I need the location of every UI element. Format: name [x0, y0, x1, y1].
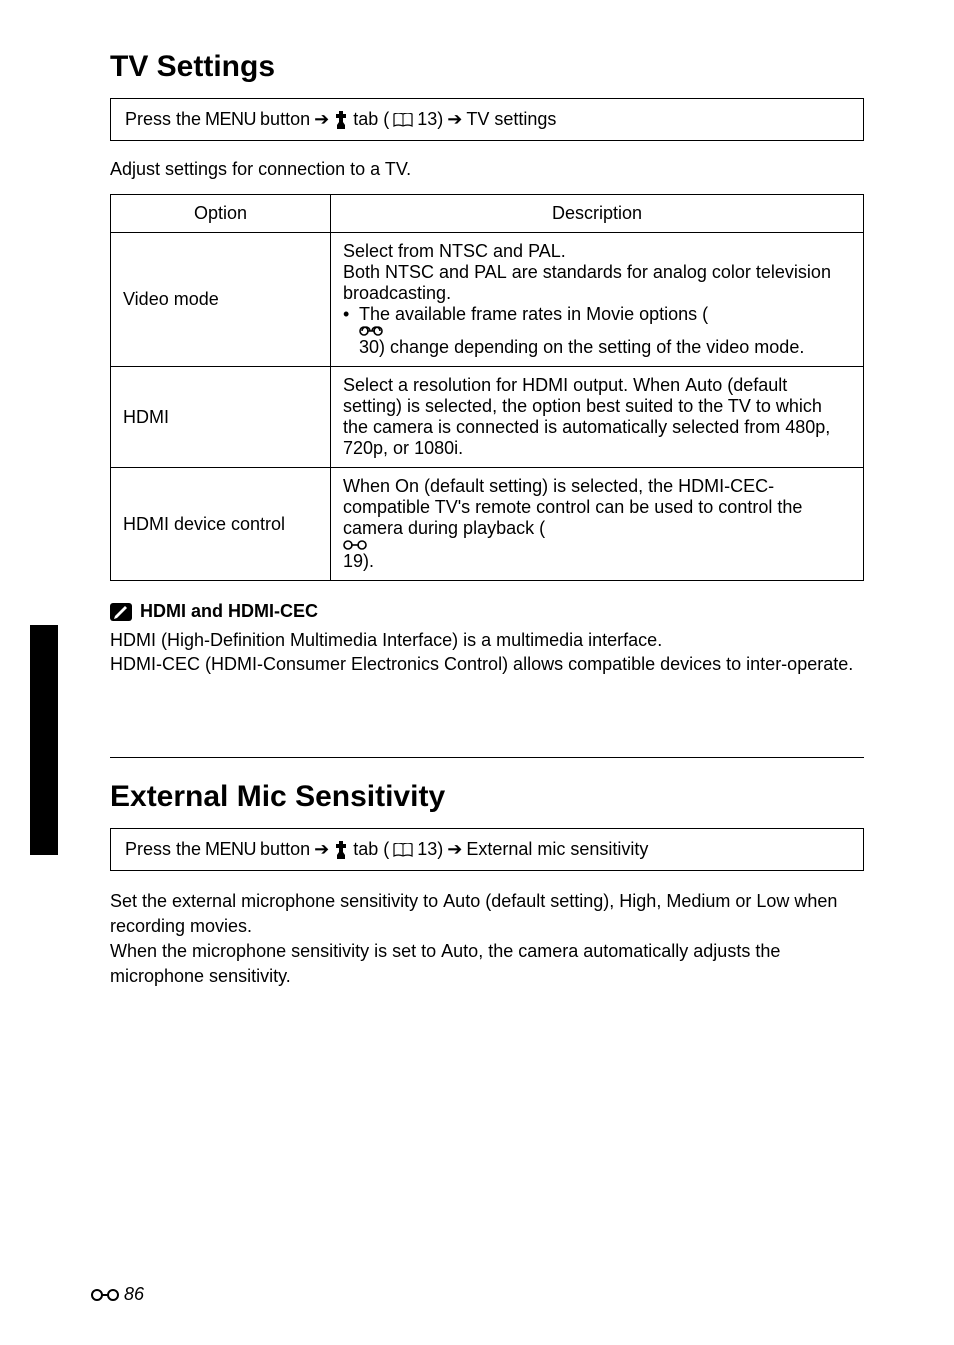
ext-press-line: Press the MENU button ➔ tab ( 13) ➔ Exte…	[110, 828, 864, 871]
option-cell: HDMI device control	[111, 468, 331, 581]
tv-intro: Adjust settings for connection to a TV.	[110, 159, 864, 180]
t: Set the external microphone sensitivity …	[110, 891, 443, 911]
press-text: External mic sensitivity	[466, 839, 648, 860]
t: (default setting),	[480, 891, 619, 911]
t-bold: Auto	[441, 941, 478, 961]
table-row: HDMI device control When On (default set…	[111, 468, 864, 581]
option-cell: Video mode	[111, 233, 331, 367]
press-text: Press the	[125, 839, 201, 860]
tv-settings-heading: TV Settings	[110, 50, 864, 84]
tv-press-line: Press the MENU button ➔ tab ( 13) ➔ TV s…	[110, 98, 864, 141]
divider	[110, 757, 864, 758]
page-footer: 86	[90, 1284, 144, 1305]
press-text: button	[260, 109, 310, 130]
t: Both	[343, 262, 385, 282]
bullet-icon: •	[343, 304, 351, 358]
t-bold: High	[619, 891, 656, 911]
option-cell: HDMI	[111, 367, 331, 468]
menu-word: MENU	[205, 109, 256, 130]
bullet-row: • The available frame rates in Movie opt…	[343, 304, 851, 358]
note-body: HDMI (High-Definition Multimedia Interfa…	[110, 628, 864, 677]
t: Select from	[343, 241, 439, 261]
bullet-text: The available frame rates in Movie optio…	[359, 304, 804, 358]
press-text: 13)	[417, 839, 443, 860]
menu-word: MENU	[205, 839, 256, 860]
note-title: HDMI and HDMI-CEC	[140, 601, 318, 622]
t-bold: Medium	[666, 891, 730, 911]
t-bold: NTSC	[385, 262, 434, 282]
t-bold: Low	[756, 891, 789, 911]
pencil-icon	[110, 603, 132, 621]
t-bold: NTSC	[439, 241, 488, 261]
arrow-icon: ➔	[314, 109, 329, 130]
note-heading: HDMI and HDMI-CEC	[110, 601, 864, 622]
t-bold: Auto	[443, 891, 480, 911]
t: ,	[656, 891, 666, 911]
t-bold: Auto	[685, 375, 722, 395]
t: When	[343, 476, 395, 496]
table-row: HDMI Select a resolution for HDMI output…	[111, 367, 864, 468]
t-bold: PAL	[528, 241, 561, 261]
t-bold: PAL	[474, 262, 507, 282]
hdmi-note: HDMI and HDMI-CEC HDMI (High-Definition …	[110, 601, 864, 677]
desc-cell: Select from NTSC and PAL. Both NTSC and …	[331, 233, 864, 367]
press-text: TV settings	[466, 109, 556, 130]
arrow-icon: ➔	[447, 839, 462, 860]
t: 19).	[343, 551, 374, 571]
arrow-icon: ➔	[447, 109, 462, 130]
t: .	[561, 241, 566, 261]
t: and	[434, 262, 474, 282]
press-text: button	[260, 839, 310, 860]
book-icon	[393, 839, 413, 860]
link-icon	[343, 539, 851, 551]
t-bold: 720p	[343, 438, 383, 458]
t: ,	[825, 417, 830, 437]
table-header-row: Option Description	[111, 195, 864, 233]
ext-mic-heading: External Mic Sensitivity	[110, 780, 864, 814]
tv-settings-table: Option Description Video mode Select fro…	[110, 194, 864, 581]
link-icon	[90, 1288, 120, 1302]
t: HDMI-CEC (HDMI-Consumer Electronics Cont…	[110, 654, 853, 674]
t: or	[730, 891, 756, 911]
t-bold: 1080i	[414, 438, 458, 458]
t-bold: 480p	[785, 417, 825, 437]
t: Select a resolution for HDMI output. Whe…	[343, 375, 685, 395]
t: 30) change depending on the setting of t…	[359, 337, 804, 357]
col-description: Description	[331, 195, 864, 233]
t: When the microphone sensitivity is set t…	[110, 941, 441, 961]
press-text: tab (	[353, 839, 389, 860]
press-text: tab (	[353, 109, 389, 130]
t-bold: On	[395, 476, 419, 496]
desc-cell: When On (default setting) is selected, t…	[331, 468, 864, 581]
ext-body: Set the external microphone sensitivity …	[110, 889, 864, 990]
t: , or	[383, 438, 414, 458]
page-number: 86	[124, 1284, 144, 1305]
desc-cell: Select a resolution for HDMI output. Whe…	[331, 367, 864, 468]
col-option: Option	[111, 195, 331, 233]
t: and	[488, 241, 528, 261]
press-text: Press the	[125, 109, 201, 130]
t: HDMI (High-Definition Multimedia Interfa…	[110, 630, 662, 650]
page-root: Reference Section TV Settings Press the …	[0, 0, 954, 1345]
t: .	[458, 438, 463, 458]
link-icon	[359, 325, 804, 337]
t: The available frame rates in	[359, 304, 586, 324]
table-row: Video mode Select from NTSC and PAL. Bot…	[111, 233, 864, 367]
t: (	[697, 304, 708, 324]
t-bold: Movie options	[586, 304, 697, 324]
arrow-icon: ➔	[314, 839, 329, 860]
wrench-icon	[333, 109, 349, 130]
book-icon	[393, 109, 413, 130]
side-tab-label: Reference Section	[36, 630, 53, 762]
wrench-icon	[333, 839, 349, 860]
press-text: 13)	[417, 109, 443, 130]
